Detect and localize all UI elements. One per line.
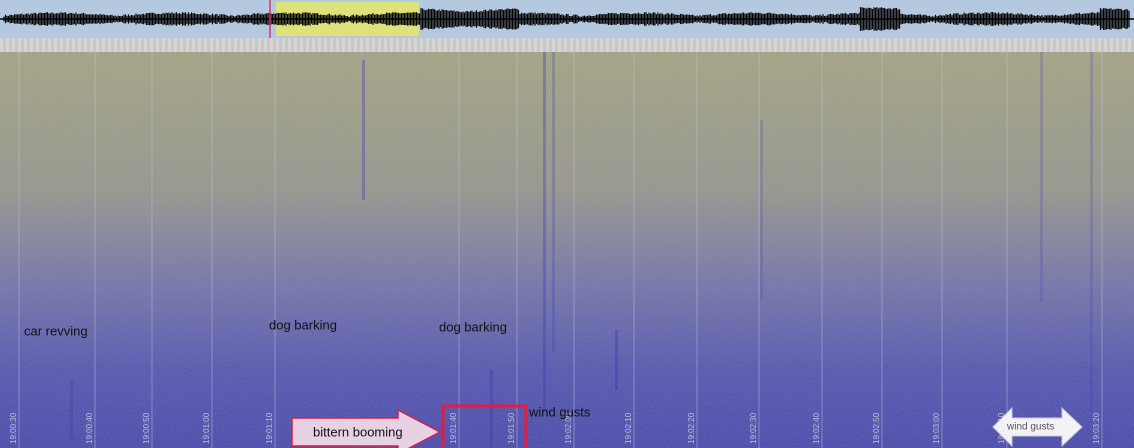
spectrogram-texture [0, 52, 1134, 448]
time-label: 19:02:30 [749, 412, 758, 444]
annotation-label: car revving [24, 323, 88, 338]
annotation-label: wind gusts [1006, 422, 1054, 433]
time-label: 19:03:20 [1092, 412, 1101, 444]
time-label: 19:02:10 [624, 412, 633, 444]
streak [1040, 52, 1043, 302]
streak [362, 60, 365, 200]
streak [615, 330, 618, 390]
annotation-label: dog barking [439, 319, 507, 334]
time-label: 19:01:50 [507, 412, 516, 444]
annotation-label: dog barking [269, 317, 337, 332]
time-label: 19:02:20 [687, 412, 696, 444]
spectrogram-viewer: 19:00:30 19:00:40 19:00:50 19:01:00 19:01:10… [0, 0, 1134, 448]
time-label: 19:00:50 [142, 412, 151, 444]
annotation-label: bittern booming [313, 424, 403, 439]
time-label: 19:01:40 [449, 412, 458, 444]
streak [552, 52, 555, 352]
time-label: 19:01:10 [265, 412, 274, 444]
time-label: 19:00:30 [9, 412, 18, 444]
time-label: 19:00:40 [85, 412, 94, 444]
streak [70, 380, 73, 440]
streak [543, 52, 546, 412]
time-label: 19:03:00 [932, 412, 941, 444]
time-label: 19:01:00 [202, 412, 211, 444]
streak [1090, 52, 1093, 412]
streak [760, 120, 763, 300]
annotation-label: wind gusts [528, 404, 591, 419]
scroll-track[interactable] [0, 38, 1134, 52]
viewer-canvas: 19:00:30 19:00:40 19:00:50 19:01:00 19:01:10… [0, 0, 1134, 448]
streak [490, 370, 493, 448]
time-label: 19:02:40 [812, 412, 821, 444]
time-label: 19:02:50 [872, 412, 881, 444]
